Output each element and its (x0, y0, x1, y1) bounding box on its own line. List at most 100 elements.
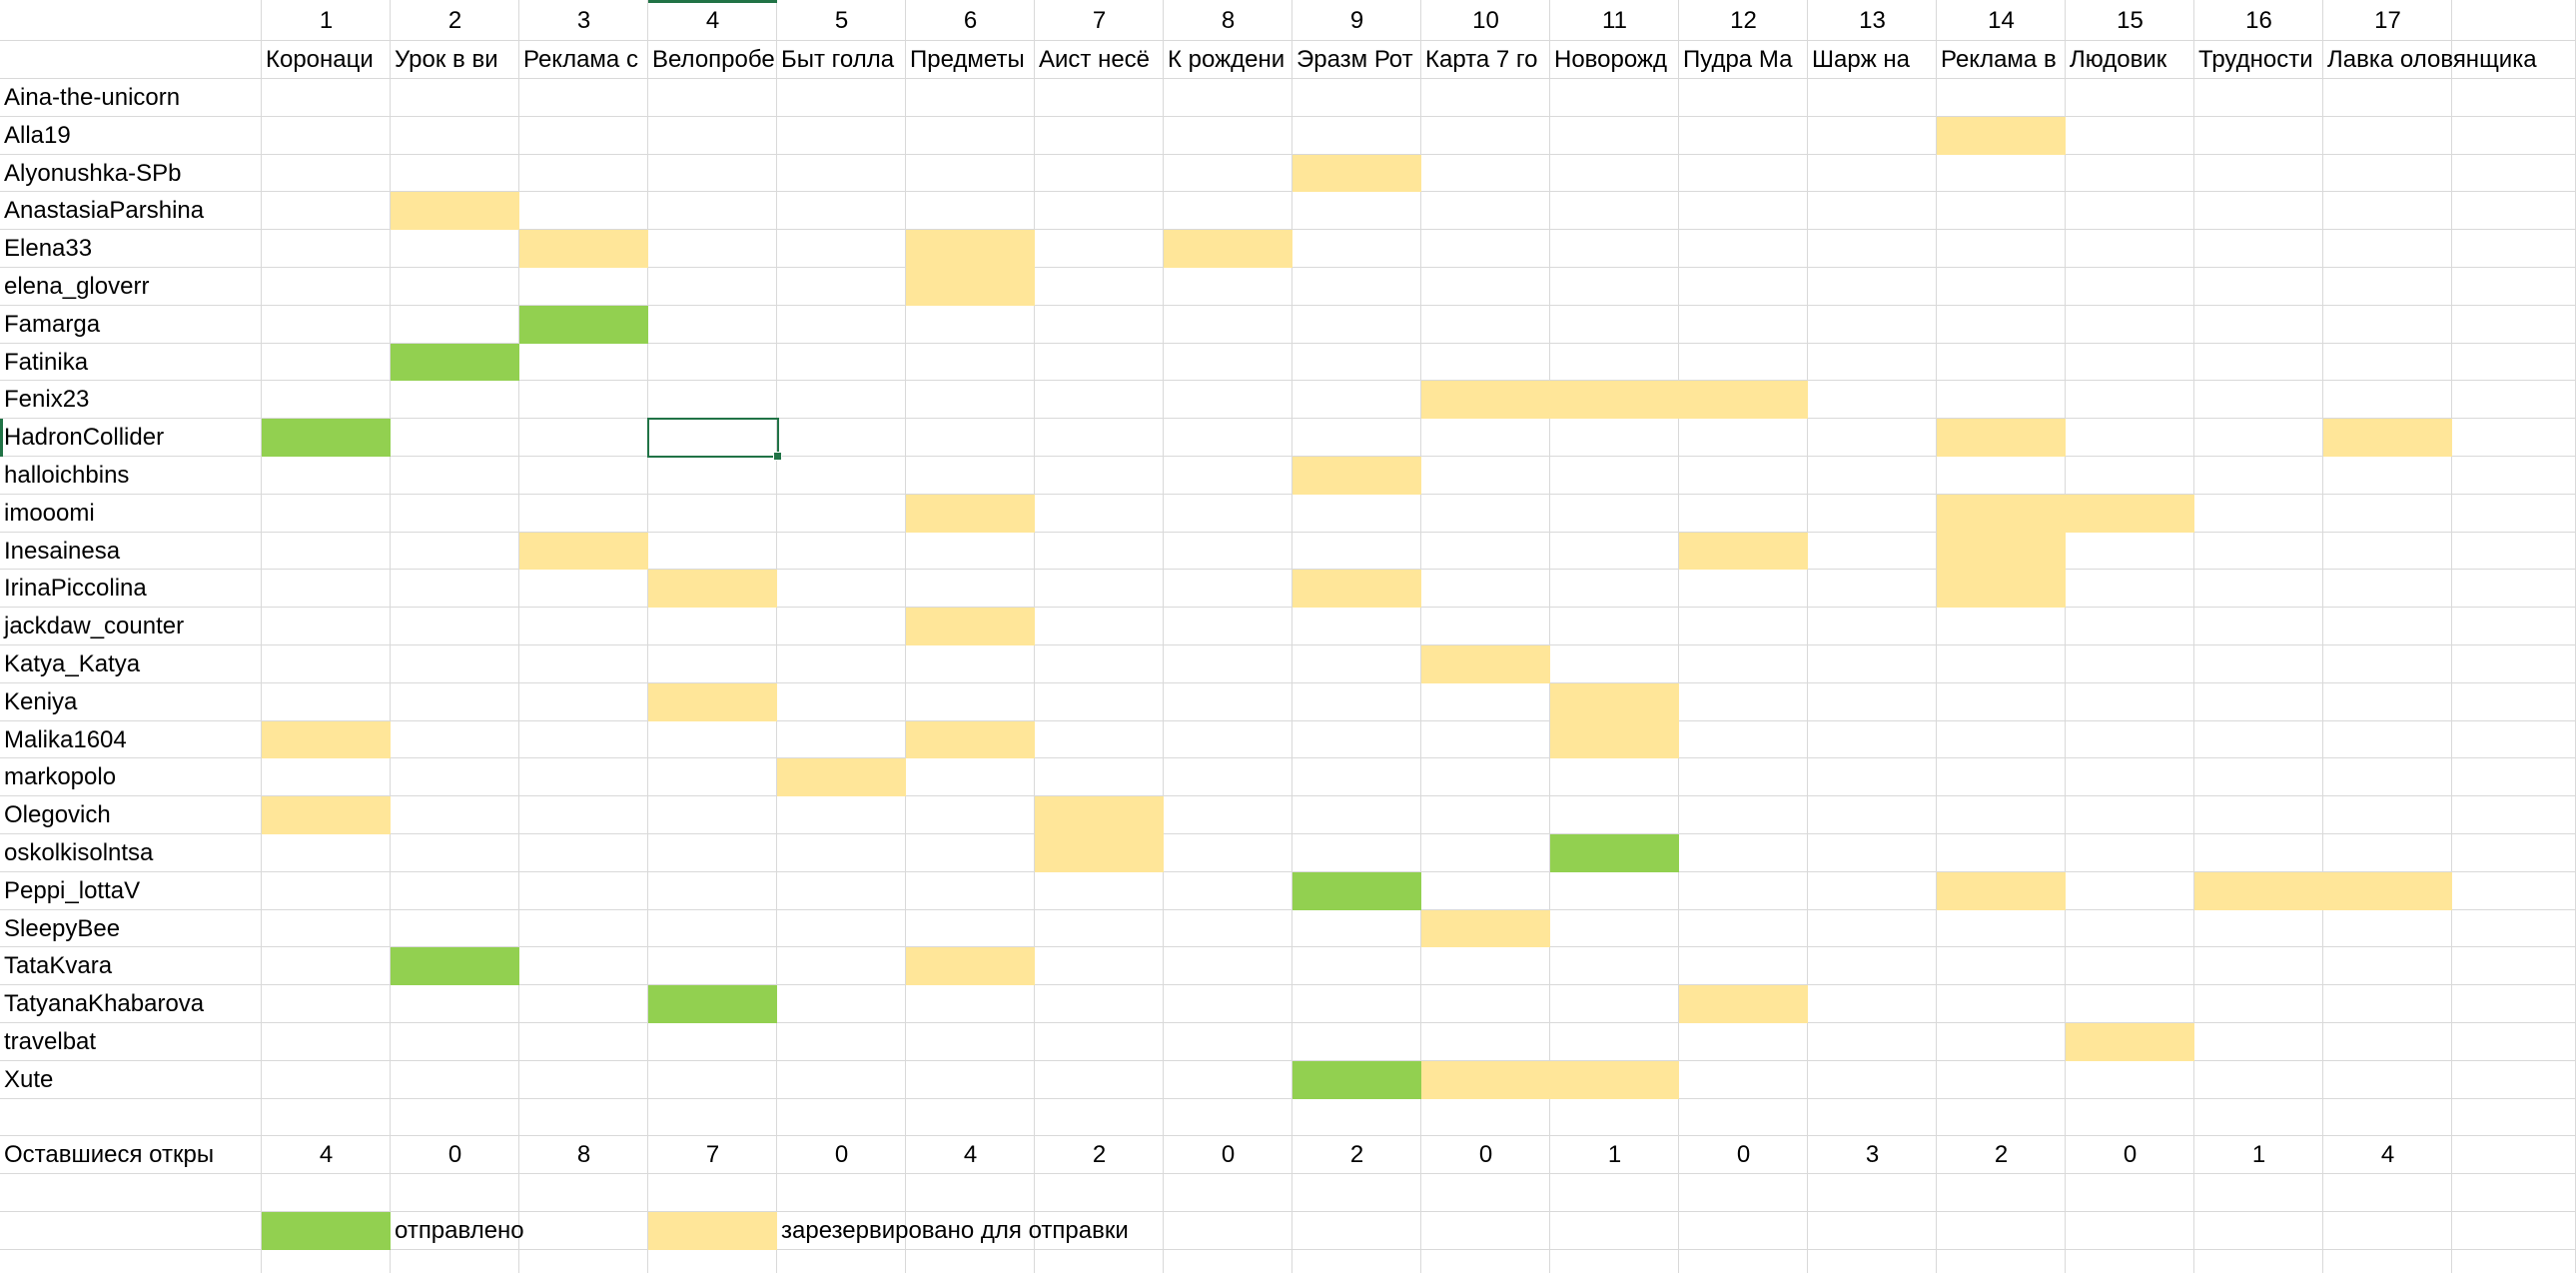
cell[interactable] (1808, 494, 1937, 533)
cell[interactable] (1679, 0, 1808, 41)
cell[interactable] (2323, 381, 2452, 420)
cell[interactable] (1164, 1249, 1292, 1273)
cell[interactable] (777, 1136, 906, 1175)
cell[interactable] (2066, 532, 2194, 571)
cell[interactable] (1937, 1098, 2066, 1137)
cell[interactable] (1421, 79, 1550, 117)
cell[interactable] (2066, 419, 2194, 457)
cell[interactable] (1679, 608, 1808, 645)
cell[interactable] (2323, 645, 2452, 683)
cell[interactable] (1808, 985, 1937, 1023)
cell[interactable] (1164, 192, 1292, 231)
cell[interactable] (2323, 268, 2452, 306)
cell[interactable] (1164, 1174, 1292, 1212)
cell[interactable] (0, 720, 262, 759)
cell[interactable] (0, 1212, 262, 1250)
cell[interactable] (1164, 532, 1292, 571)
cell[interactable] (777, 79, 906, 117)
cell[interactable] (2066, 834, 2194, 872)
cell[interactable] (2066, 305, 2194, 344)
cell[interactable] (519, 1136, 648, 1175)
cell[interactable] (1035, 154, 1164, 193)
cell[interactable] (2323, 1174, 2452, 1212)
cell[interactable] (2066, 796, 2194, 834)
cell[interactable] (2452, 457, 2576, 495)
cell[interactable] (1421, 268, 1550, 306)
cell[interactable] (0, 532, 262, 571)
cell[interactable] (2194, 909, 2323, 948)
cell[interactable] (1421, 834, 1550, 872)
cell[interactable] (1679, 947, 1808, 986)
cell[interactable] (2323, 305, 2452, 344)
cell[interactable] (2323, 1136, 2452, 1175)
cell[interactable] (2452, 834, 2576, 872)
cell[interactable] (2452, 1212, 2576, 1250)
cell[interactable] (906, 1174, 1035, 1212)
cell[interactable] (1292, 608, 1421, 645)
cell[interactable] (777, 192, 906, 231)
cell[interactable] (1292, 494, 1421, 533)
cell[interactable] (1421, 570, 1550, 609)
cell[interactable] (262, 381, 391, 420)
cell[interactable] (648, 79, 777, 117)
cell[interactable] (906, 796, 1035, 834)
cell[interactable] (2452, 682, 2576, 721)
cell[interactable] (1164, 645, 1292, 683)
cell[interactable] (391, 1174, 519, 1212)
cell[interactable] (777, 41, 906, 79)
cell[interactable] (906, 1023, 1035, 1061)
cell[interactable] (2452, 494, 2576, 533)
cell[interactable] (1421, 1136, 1550, 1175)
cell[interactable] (519, 41, 648, 79)
cell[interactable] (0, 947, 262, 986)
cell[interactable] (519, 268, 648, 306)
cell[interactable] (2066, 758, 2194, 797)
cell[interactable] (0, 0, 262, 41)
cell[interactable] (1292, 720, 1421, 759)
cell[interactable] (0, 1136, 262, 1175)
cell[interactable] (2194, 570, 2323, 609)
cell[interactable] (2194, 381, 2323, 420)
cell[interactable] (519, 834, 648, 872)
cell[interactable] (1937, 1174, 2066, 1212)
cell[interactable] (391, 305, 519, 344)
cell[interactable] (519, 608, 648, 645)
cell[interactable] (0, 41, 262, 79)
cell[interactable] (1421, 720, 1550, 759)
cell[interactable] (1550, 192, 1679, 231)
cell[interactable] (519, 116, 648, 155)
cell[interactable] (648, 230, 777, 268)
cell[interactable] (1035, 192, 1164, 231)
cell[interactable] (648, 192, 777, 231)
cell[interactable] (1808, 570, 1937, 609)
cell[interactable] (1035, 41, 1164, 79)
cell[interactable] (648, 909, 777, 948)
cell[interactable] (2066, 1212, 2194, 1250)
cell[interactable] (262, 532, 391, 571)
cell[interactable] (2066, 192, 2194, 231)
cell[interactable] (1808, 947, 1937, 986)
cell[interactable] (1164, 682, 1292, 721)
cell[interactable] (0, 79, 262, 117)
cell[interactable] (2066, 457, 2194, 495)
cell[interactable] (0, 343, 262, 382)
cell[interactable] (0, 192, 262, 231)
cell[interactable] (777, 985, 906, 1023)
cell[interactable] (2452, 305, 2576, 344)
cell[interactable] (2066, 41, 2194, 79)
cell[interactable] (1035, 947, 1164, 986)
cell[interactable] (2452, 1174, 2576, 1212)
cell[interactable] (1421, 41, 1550, 79)
cell[interactable] (1164, 343, 1292, 382)
cell[interactable] (906, 985, 1035, 1023)
cell[interactable] (0, 871, 262, 910)
cell[interactable] (2066, 570, 2194, 609)
cell[interactable] (1421, 796, 1550, 834)
selected-cell[interactable] (647, 418, 782, 461)
cell[interactable] (0, 645, 262, 683)
cell[interactable] (391, 985, 519, 1023)
cell[interactable] (262, 0, 391, 41)
cell[interactable] (1292, 1249, 1421, 1273)
cell[interactable] (1035, 268, 1164, 306)
cell[interactable] (906, 41, 1035, 79)
